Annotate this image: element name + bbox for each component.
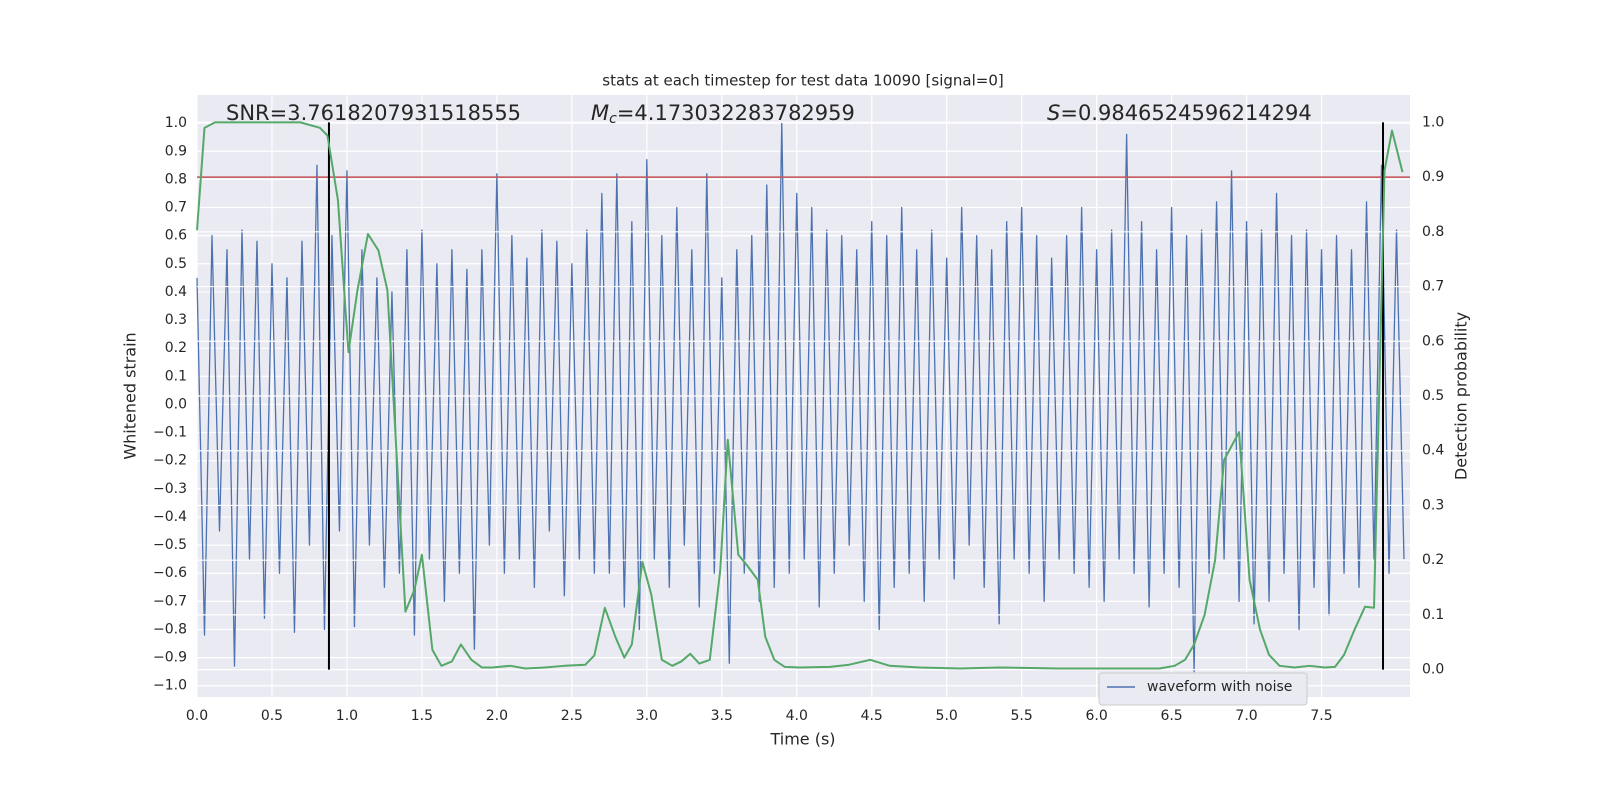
- x-tick-label: 1.5: [411, 708, 433, 724]
- x-tick-label: 3.5: [711, 708, 733, 724]
- annotation-symbol: S: [1047, 101, 1060, 125]
- y-tick-label: 0.6: [165, 228, 187, 244]
- x-tick-label: 6.0: [1085, 708, 1107, 724]
- y2-tick-label: 0.6: [1422, 333, 1444, 349]
- annotation: S=0.9846524596214294: [1047, 101, 1312, 125]
- y-tick-label: 0.5: [165, 256, 187, 272]
- y-tick-label: −0.2: [153, 453, 187, 469]
- x-tick-label: 7.5: [1310, 708, 1332, 724]
- x-tick-label: 2.0: [486, 708, 508, 724]
- y2-tick-label: 0.4: [1422, 443, 1444, 459]
- y-tick-label: −0.3: [153, 481, 187, 497]
- annotation-text: =0.9846524596214294: [1060, 101, 1311, 125]
- y-tick-label: −0.7: [153, 593, 187, 609]
- y2-tick-label: 0.2: [1422, 552, 1444, 568]
- x-tick-label: 1.0: [336, 708, 358, 724]
- y2-tick-label: 0.7: [1422, 279, 1444, 295]
- y-tick-label: −1.0: [153, 678, 187, 694]
- y2-tick-label: 0.9: [1422, 169, 1444, 185]
- annotation: SNR=3.7618207931518555: [226, 101, 521, 125]
- y-tick-label: 0.3: [165, 312, 187, 328]
- y2-tick-label: 0.3: [1422, 497, 1444, 513]
- x-tick-label: 5.5: [1011, 708, 1033, 724]
- x-tick-label: 0.0: [186, 708, 208, 724]
- y2-tick-label: 0.5: [1422, 388, 1444, 404]
- y-tick-label: −0.8: [153, 621, 187, 637]
- x-tick-label: 7.0: [1235, 708, 1257, 724]
- annotation-text: SNR=3.7618207931518555: [226, 101, 521, 125]
- annotation-text: =4.173032283782959: [617, 101, 855, 125]
- y-tick-label: 1.0: [165, 115, 187, 131]
- y-tick-label: −0.6: [153, 565, 187, 581]
- y-axis-label: Whitened strain: [121, 332, 140, 459]
- y-tick-label: 0.8: [165, 171, 187, 187]
- legend-box: [1098, 672, 1308, 706]
- y-tick-label: −0.9: [153, 650, 187, 666]
- waveform-line: [196, 122, 1405, 673]
- x-tick-label: 4.0: [786, 708, 808, 724]
- annotation-symbol: M: [591, 101, 609, 125]
- y2-tick-label: 0.0: [1422, 662, 1444, 678]
- y-tick-label: −0.1: [153, 425, 187, 441]
- x-axis-label: Time (s): [769, 730, 835, 749]
- y2-axis-label: Detection probability: [1452, 312, 1471, 480]
- y-tick-label: 0.2: [165, 340, 187, 356]
- annotation: Mc=4.173032283782959: [591, 101, 855, 127]
- x-tick-label: 0.5: [261, 708, 283, 724]
- y2-tick-label: 0.1: [1422, 607, 1444, 623]
- y-tick-label: −0.5: [153, 537, 187, 553]
- x-tick-label: 3.0: [636, 708, 658, 724]
- y-tick-label: 0.0: [165, 396, 187, 412]
- y-tick-label: 0.7: [165, 200, 187, 216]
- x-tick-label: 2.5: [561, 708, 583, 724]
- x-tick-label: 4.5: [861, 708, 883, 724]
- y2-tick-label: 0.8: [1422, 224, 1444, 240]
- y-tick-label: −0.4: [153, 509, 187, 525]
- annotation-subscript: c: [609, 111, 617, 127]
- y2-tick-label: 1.0: [1422, 114, 1444, 130]
- y-tick-label: 0.9: [165, 143, 187, 159]
- y-tick-label: 0.1: [165, 368, 187, 384]
- x-tick-label: 5.0: [936, 708, 958, 724]
- x-tick-label: 6.5: [1160, 708, 1182, 724]
- chart-title: stats at each timestep for test data 100…: [602, 72, 1003, 90]
- probability-line: [196, 121, 1404, 670]
- y-tick-label: 0.4: [165, 284, 187, 300]
- legend-label: waveform with noise: [1147, 679, 1292, 695]
